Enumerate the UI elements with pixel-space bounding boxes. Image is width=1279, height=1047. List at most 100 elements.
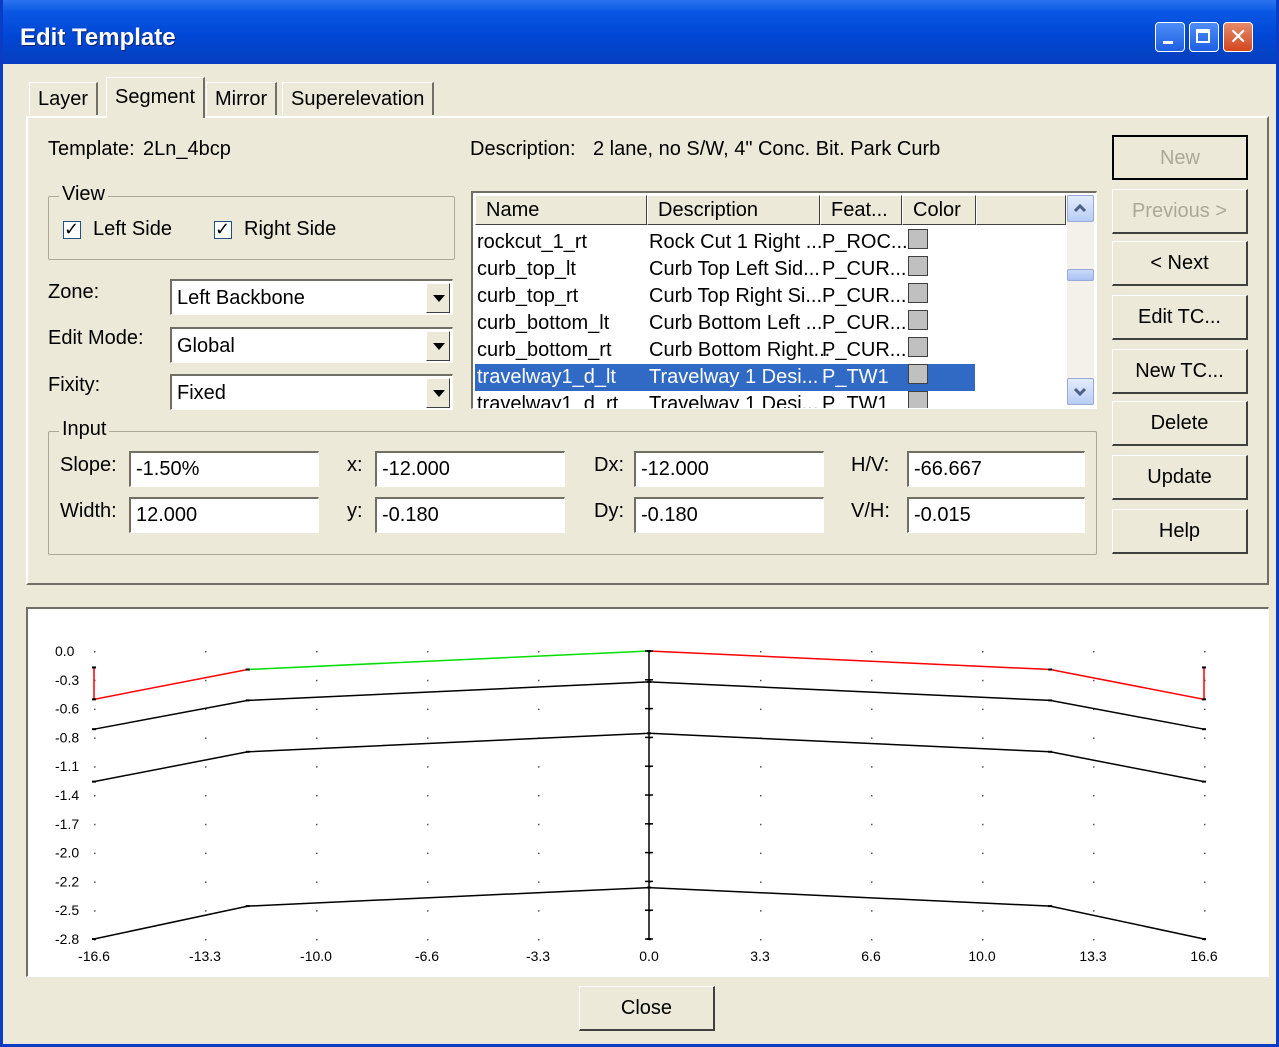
chevron-down-icon[interactable] [426,331,450,361]
tab-segment[interactable]: Segment [106,77,206,118]
grid-dot [1093,679,1095,682]
chevron-down-icon[interactable] [426,378,450,408]
point-marker [1048,699,1053,702]
view-legend: View [59,183,108,206]
hv-field[interactable] [907,451,1085,487]
x-label: x: [347,454,363,476]
list-item[interactable]: curb_top_lt Curb Top Left Sid... P_CUR..… [475,256,975,283]
list-item-selected[interactable]: travelway1_d_lt Travelway 1 Desi... P_TW… [475,364,975,391]
view-group: View [48,183,455,260]
column-header-color[interactable]: Color [902,195,976,225]
maximize-button[interactable] [1189,22,1219,52]
vh-field[interactable] [907,497,1085,533]
point-list[interactable]: Name Description Feat... Color rockcut_1… [471,191,1097,409]
list-item[interactable]: rockcut_1_rt Rock Cut 1 Right ... P_ROC.… [475,229,975,256]
grid-dot [871,651,873,653]
grid-dot [1204,708,1206,711]
list-item[interactable]: curb_bottom_lt Curb Bottom Left ... P_CU… [475,310,975,337]
list-item[interactable]: curb_bottom_rt Curb Bottom Right... P_CU… [475,337,975,364]
grid-dot [871,737,873,739]
right-side-checkbox[interactable]: ✓ [214,219,232,239]
y-field[interactable] [375,497,565,533]
point-marker [92,728,96,731]
template-label: Template: [48,138,135,160]
grid-dot [1093,823,1095,826]
row-description: Curb Bottom Right... [649,339,831,361]
window-title: Edit Template [20,24,176,51]
scroll-up-button[interactable] [1067,195,1094,222]
point-marker [1202,666,1206,669]
color-swatch [908,364,928,384]
row-feature: P_TW1 [822,393,889,409]
check-icon: ✓ [215,219,231,239]
list-item[interactable]: curb_top_rt Curb Top Right Si... P_CUR..… [475,283,975,310]
row-feature: P_CUR... [822,312,907,334]
scroll-down-button[interactable] [1067,378,1094,405]
x-field[interactable] [375,451,565,487]
tab-layer[interactable]: Layer [29,82,99,115]
template-line [93,667,248,701]
previous-button[interactable]: Previous > [1112,189,1248,234]
grid-dot [1093,852,1095,855]
dx-field[interactable] [634,451,824,487]
left-side-checkbox[interactable]: ✓ [63,219,81,239]
x-tick-label: 0.0 [639,948,659,964]
column-header-blank [976,195,1066,225]
grid-dot [94,852,96,855]
close-button[interactable]: Close [579,986,715,1031]
column-header-feature[interactable]: Feat... [820,195,902,225]
left-side-label[interactable]: Left Side [93,218,172,240]
right-side-label[interactable]: Right Side [244,218,337,240]
point-marker [245,750,250,753]
dy-field[interactable] [634,497,824,533]
grid-dot [94,823,96,826]
grid-dot [316,795,318,797]
new-tc-button[interactable]: New TC... [1112,349,1248,394]
column-header-description[interactable]: Description [647,195,820,225]
close-window-button[interactable]: ✕ [1223,22,1253,52]
tab-superelevation[interactable]: Superelevation [282,82,435,115]
minimize-button[interactable] [1155,22,1185,52]
scroll-thumb[interactable] [1067,269,1094,281]
grid-dot [94,881,96,883]
fixity-select[interactable]: Fixed [170,374,453,410]
list-item[interactable]: travelway1_d_rt Travelway 1 Desi... P_TW… [475,391,975,409]
title-bar[interactable]: Edit Template ✕ [3,0,1276,64]
fixity-value: Fixed [177,382,226,404]
grid-dot [94,910,96,912]
chevron-up-icon [1073,203,1087,213]
y-tick-label: -2.2 [55,873,79,889]
column-header-name[interactable]: Name [475,195,647,225]
grid-dot [427,823,429,826]
grid-dot [760,881,762,883]
edit-tc-button[interactable]: Edit TC... [1112,295,1248,340]
point-marker [245,905,250,908]
grid-dot [538,852,540,855]
slope-field[interactable] [129,451,319,487]
update-button[interactable]: Update [1112,455,1248,500]
grid-dot [538,679,540,682]
grid-dot [316,852,318,855]
help-button[interactable]: Help [1112,509,1248,554]
zone-select[interactable]: Left Backbone [170,279,453,315]
tab-mirror[interactable]: Mirror [206,82,278,115]
width-field[interactable] [129,497,319,533]
template-preview[interactable]: -16.6 -13.3 -10.0 -6.6 -3.3 0.0 3.3 6.6 10.0 13.3… [26,607,1269,977]
chevron-down-icon[interactable] [426,283,450,313]
next-button[interactable]: < Next [1112,241,1248,286]
input-legend: Input [59,418,110,441]
grid-dot [871,881,873,883]
grid-dot [1204,651,1206,653]
point-marker [92,698,96,701]
y-tick-label: -2.8 [55,931,79,947]
grid-dot [427,795,429,797]
edit-mode-select[interactable]: Global [170,327,453,363]
row-description: Curb Bottom Left ... [649,312,823,334]
delete-button[interactable]: Delete [1112,401,1248,446]
list-scrollbar[interactable] [1067,195,1094,405]
grid-dot [427,679,429,682]
slope-label: Slope: [60,454,117,476]
zone-label: Zone: [48,281,100,303]
new-button[interactable]: New [1112,135,1248,180]
template-preview-chart: -16.6 -13.3 -10.0 -6.6 -3.3 0.0 3.3 6.6 10.0 13.3… [55,643,1218,964]
